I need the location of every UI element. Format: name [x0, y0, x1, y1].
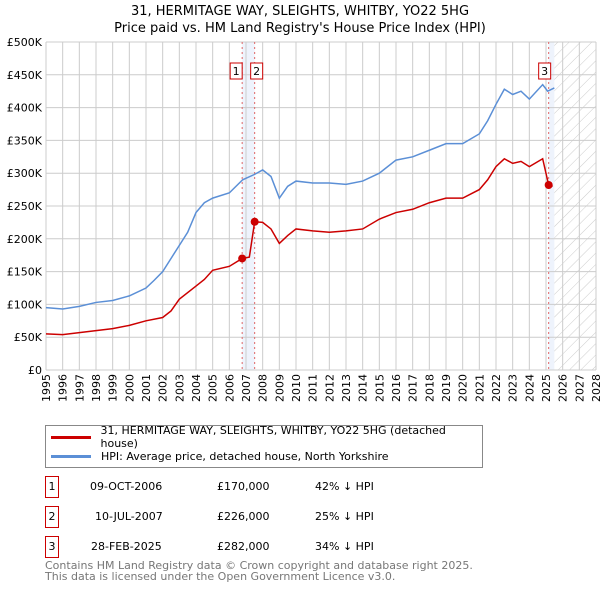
sale-marker-box: [229, 62, 243, 80]
sale-point: [250, 217, 259, 226]
sale-marker: 2: [45, 506, 59, 528]
sale-point: [544, 181, 553, 190]
y-tick-label: £100K: [7, 298, 43, 311]
footer: Contains HM Land Registry data © Crown c…: [45, 560, 473, 582]
x-tick-label: 1995: [40, 374, 53, 402]
y-tick-label: £0: [28, 364, 42, 377]
x-tick-label: 1999: [107, 374, 120, 402]
sale-date: 28-FEB-2025: [91, 540, 162, 553]
y-tick-label: £450K: [7, 69, 43, 82]
chart-title: 31, HERMITAGE WAY, SLEIGHTS, WHITBY, YO2…: [130, 4, 470, 19]
y-tick-label: £200K: [7, 233, 43, 246]
x-tick-label: 2007: [240, 374, 253, 402]
x-tick-label: 1996: [57, 374, 70, 402]
x-tick-label: 2015: [373, 374, 386, 402]
x-tick-label: 2027: [573, 374, 586, 402]
x-tick-label: 2019: [440, 374, 453, 402]
x-tick-label: 2024: [523, 374, 536, 402]
x-tick-label: 2028: [590, 374, 600, 402]
x-tick-label: 2021: [473, 374, 486, 402]
legend-blue-line: [51, 454, 91, 458]
x-tick-label: 2001: [140, 374, 153, 402]
x-tick-label: 2000: [123, 374, 136, 402]
x-tick-label: 2004: [190, 374, 203, 402]
sale-marker-label: 1: [233, 65, 240, 78]
y-tick-label: £500K: [7, 36, 43, 49]
y-tick-label: £300K: [7, 167, 43, 180]
x-tick-label: 1997: [73, 374, 86, 402]
legend-property: 31, HERMITAGE WAY, SLEIGHTS, WHITBY, YO2…: [100, 424, 446, 450]
sale-price: £170,000: [217, 480, 270, 493]
x-tick-label: 2016: [390, 374, 403, 402]
sale-marker: 3: [45, 536, 59, 558]
x-tick-label: 2022: [490, 374, 503, 402]
series-line: [45, 83, 555, 310]
y-tick-label: £150K: [7, 266, 43, 279]
footer-licence: This data is licensed under the Open Gov…: [45, 570, 396, 583]
sale-price: £282,000: [217, 540, 270, 553]
sale-date: 09-OCT-2006: [90, 480, 163, 493]
x-tick-label: 2011: [307, 374, 320, 402]
x-tick-label: 2009: [273, 374, 286, 402]
x-tick-label: 2013: [340, 374, 353, 402]
y-tick-label: £50K: [14, 331, 43, 344]
sale-point: [238, 254, 247, 263]
y-tick-label: £350K: [7, 134, 43, 147]
sale-price: £226,000: [217, 510, 270, 523]
sale-hpi: 25% ↓ HPI: [315, 510, 374, 523]
x-tick-label: 2012: [323, 374, 336, 402]
legend-red-line: [51, 435, 91, 439]
x-tick-label: 2020: [457, 374, 470, 402]
x-tick-label: 1998: [90, 374, 103, 402]
x-tick-label: 2017: [407, 374, 420, 402]
x-tick-label: 2018: [423, 374, 436, 402]
x-tick-label: 2003: [173, 374, 186, 402]
sale-marker-label: 3: [541, 65, 548, 78]
x-tick-label: 2010: [290, 374, 303, 402]
footer-copyright: Contains HM Land Registry data © Crown c…: [45, 559, 473, 572]
legend-hpi: HPI: Average price, detached house, Nort…: [101, 449, 389, 463]
series-line: [45, 157, 553, 336]
x-tick-label: 2026: [557, 374, 570, 402]
x-tick-label: 2014: [357, 374, 370, 402]
chart-subtitle: Price paid vs. HM Land Registry's House …: [114, 21, 486, 36]
x-tick-label: 2005: [207, 374, 220, 402]
sale-marker-box: [250, 62, 264, 80]
sale-hpi: 34% ↓ HPI: [315, 540, 374, 553]
sale-date: 10-JUL-2007: [95, 510, 163, 523]
x-tick-label: 2006: [223, 374, 236, 402]
x-tick-label: 2025: [540, 374, 553, 402]
x-tick-label: 2023: [507, 374, 520, 402]
price-chart: 1995 1996 1997 1998 1999 2000 2001 2002 2003 2004…: [7, 36, 600, 402]
sale-marker: 1: [45, 476, 59, 498]
x-tick-label: 2008: [257, 374, 270, 402]
sale-marker-label: 2: [253, 65, 260, 78]
sale-hpi: 42% ↓ HPI: [315, 480, 374, 493]
y-tick-label: £250K: [7, 200, 43, 213]
sale-marker-box: [538, 62, 552, 80]
legend: 31, HERMITAGE WAY, SLEIGHTS, WHITBY, YO2…: [45, 424, 483, 468]
y-tick-label: £400K: [7, 102, 43, 115]
x-tick-label: 2002: [157, 374, 170, 402]
